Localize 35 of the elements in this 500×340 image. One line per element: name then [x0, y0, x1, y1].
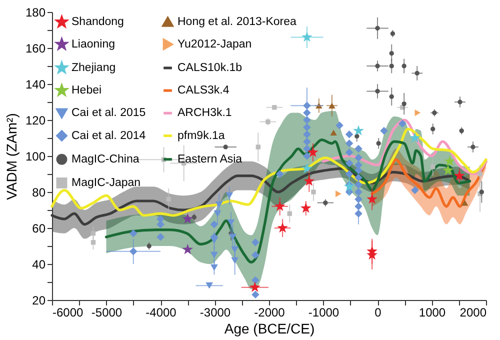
x-tick-label: 0 — [374, 306, 382, 320]
legend-label: Zhejiang — [72, 62, 116, 74]
x-tick-label: -2000 — [254, 306, 286, 320]
x-tick-label: -1000 — [308, 306, 340, 320]
y-tick-label: 20 — [32, 294, 46, 308]
x-tick-label: 2000 — [460, 306, 487, 320]
legend-label: Hong et al. 2013-Korea — [178, 16, 298, 28]
y-tick-label: 60 — [32, 222, 46, 236]
x-tick-label: 1000 — [418, 306, 446, 320]
y-tick-label: 40 — [32, 258, 46, 272]
y-tick-label: 140 — [25, 78, 46, 92]
legend-label: Cai et al. 2014 — [72, 130, 146, 142]
x-tick-label: -5000 — [91, 306, 122, 320]
legend-label: MagIC-China — [72, 153, 140, 166]
y-tick-label: 120 — [25, 114, 46, 128]
x-tick-label: -6000 — [52, 306, 84, 320]
y-tick-label: 180 — [25, 6, 46, 20]
legend-label: Eastern Asia — [178, 153, 243, 166]
legend-label: Yu2012-Japan — [178, 38, 252, 50]
x-axis-title: Age (BCE/CE) — [224, 320, 315, 336]
x-tick-label: -3000 — [200, 306, 231, 320]
legend-label: CALS3k.4 — [178, 84, 230, 97]
legend-label: MagIC-Japan — [72, 176, 141, 189]
legend-label: Hebei — [72, 84, 102, 97]
y-tick-label: 160 — [25, 42, 46, 56]
legend-label: CALS10k.1b — [178, 62, 242, 74]
y-tick-label: 100 — [25, 150, 46, 164]
legend-label: Liaoning — [72, 38, 115, 50]
legend-label: ARCH3k.1 — [178, 107, 232, 120]
x-tick-label: -4000 — [146, 306, 177, 320]
legend-label: Shandong — [72, 16, 124, 28]
y-axis-title: VADM (ZAm²) — [3, 113, 20, 200]
legend-label: pfm9k.1a — [178, 130, 226, 142]
y-tick-label: 80 — [32, 186, 46, 200]
legend-label: Cai et al. 2015 — [72, 107, 146, 120]
